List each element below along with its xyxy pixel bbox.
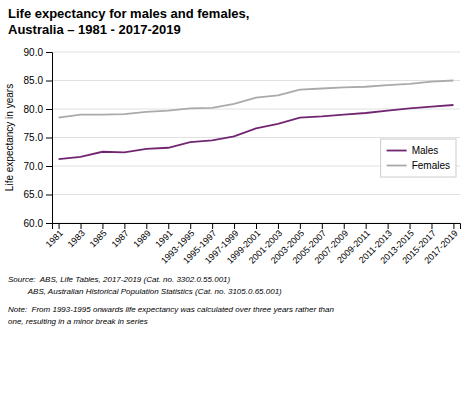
legend-swatch — [387, 165, 407, 167]
subtitle: Australia – 1981 - 2017-2019 — [8, 22, 181, 37]
y-axis: 60.0 65.0 70.0 75.0 80.0 85.0 90.0 — [24, 47, 53, 229]
x-tick-label: 2017-2019 — [422, 228, 460, 266]
y-tick-mark — [46, 166, 52, 167]
x-tick-mark — [212, 223, 213, 229]
legend-box — [381, 139, 456, 177]
y-tick: 70.0 — [24, 161, 52, 172]
x-tick-mark — [124, 223, 125, 229]
y-tick-mark — [46, 81, 52, 82]
x-tick: 1985 — [88, 223, 109, 249]
y-tick-label: 85.0 — [24, 75, 44, 86]
y-tick-label: 60.0 — [24, 218, 44, 229]
x-tick-mark — [388, 223, 389, 229]
x-tick-mark — [146, 223, 147, 229]
y-tick-label: 90.0 — [24, 47, 44, 58]
x-tick-mark — [431, 223, 432, 229]
y-tick-label: 75.0 — [24, 132, 44, 143]
legend-swatch — [387, 150, 407, 152]
grid-line — [52, 80, 460, 81]
x-tick-mark — [410, 223, 411, 229]
y-axis-title: Life expectancy in years — [4, 84, 15, 191]
x-tick-label: 1987 — [110, 228, 131, 249]
annotation: Source: ABS, Life Tables, 2017-2019 (Cat… — [8, 275, 231, 284]
legend: Males Females — [381, 139, 456, 177]
legend-label: Males — [412, 145, 439, 156]
x-axis: 1981198319851987198919911993-19951995-19… — [44, 223, 461, 266]
grid-line — [52, 194, 460, 195]
x-tick-label: 1983 — [66, 228, 87, 249]
x-tick-mark — [366, 223, 367, 229]
chart: Life expectancy for males and females,Au… — [0, 0, 474, 398]
x-tick-mark — [81, 223, 82, 229]
legend-item: Females — [387, 160, 450, 171]
x-tick-mark — [234, 223, 235, 229]
x-tick: 1987 — [110, 223, 131, 249]
x-tick-mark — [300, 223, 301, 229]
x-axis-line — [53, 224, 461, 230]
y-tick-mark — [46, 109, 52, 110]
y-tick-mark — [46, 223, 52, 224]
x-tick-label: 1985 — [88, 228, 109, 249]
y-tick: 60.0 — [24, 218, 52, 229]
x-tick-mark — [344, 223, 345, 229]
annotation: ABS, Australian Historical Population St… — [8, 287, 282, 296]
y-tick-mark — [46, 195, 52, 196]
x-tick-mark — [278, 223, 279, 229]
legend-item: Males — [387, 145, 439, 156]
y-tick: 85.0 — [24, 75, 52, 86]
line — [59, 105, 454, 159]
y-tick: 75.0 — [24, 132, 52, 143]
annotation: Note: From 1993-1995 onwards life expect… — [8, 305, 335, 326]
title: Life expectancy for males and females, — [8, 6, 249, 21]
x-tick-label: 1981 — [44, 228, 65, 249]
legend-label: Females — [412, 160, 450, 171]
y-tick-label: 70.0 — [24, 161, 44, 172]
x-tick: 1981 — [44, 223, 65, 249]
y-axis-line — [46, 53, 53, 224]
x-tick-label: 1989 — [131, 228, 152, 249]
x-tick: 2017-2019 — [422, 223, 460, 266]
x-tick-mark — [59, 223, 60, 229]
y-tick-mark — [46, 138, 52, 139]
y-tick: 65.0 — [24, 189, 52, 200]
y-tick: 90.0 — [24, 47, 52, 58]
x-tick-mark — [453, 223, 454, 229]
x-tick-mark — [102, 223, 103, 229]
y-tick-mark — [46, 52, 52, 53]
y-tick-label: 80.0 — [24, 104, 44, 115]
grid-line — [52, 137, 460, 138]
x-tick: 1989 — [131, 223, 152, 249]
x-tick-mark — [256, 223, 257, 229]
x-tick-mark — [190, 223, 191, 229]
x-tick-mark — [322, 223, 323, 229]
x-tick: 1983 — [66, 223, 87, 249]
grid — [52, 52, 460, 223]
y-tick-label: 65.0 — [24, 189, 44, 200]
line — [59, 81, 454, 118]
x-tick-mark — [168, 223, 169, 229]
grid-line — [52, 166, 460, 167]
y-tick: 80.0 — [24, 104, 52, 115]
grid-line — [52, 52, 460, 53]
